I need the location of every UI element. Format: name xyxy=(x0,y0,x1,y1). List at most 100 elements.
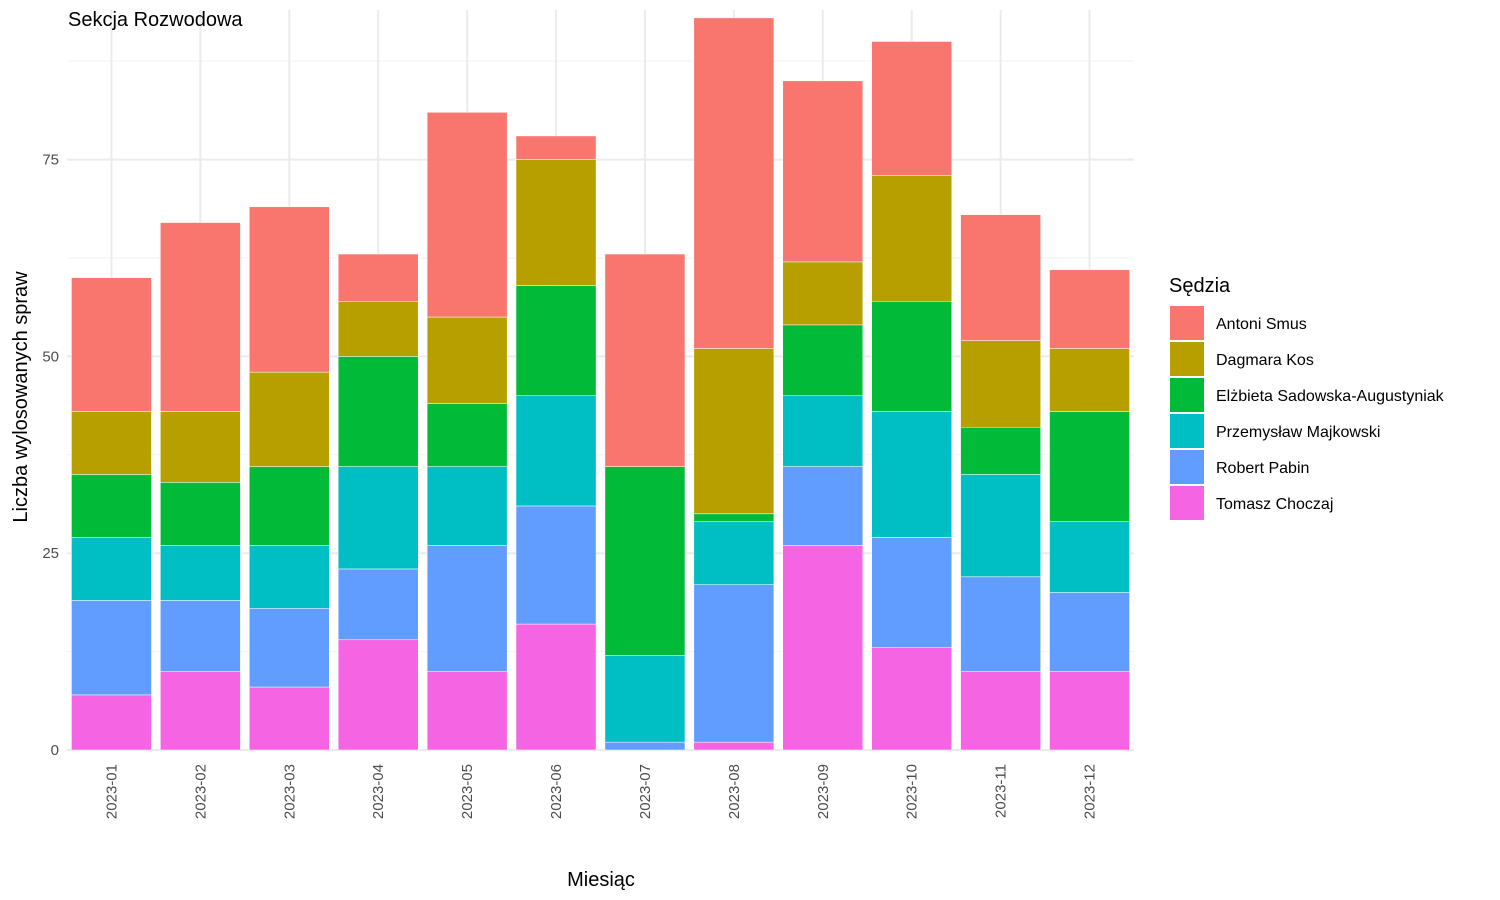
bar-segment xyxy=(337,301,419,357)
bar-segment xyxy=(426,545,508,672)
bar-segment xyxy=(960,474,1041,578)
legend-key xyxy=(1170,342,1204,376)
bar-segment xyxy=(1049,411,1130,522)
bar-segment xyxy=(515,135,597,160)
bar-segment xyxy=(337,253,419,302)
bar-segment xyxy=(1049,671,1130,751)
bar-segment xyxy=(160,600,241,672)
x-tick-label: 2023-11 xyxy=(993,764,1010,818)
bar-segment xyxy=(249,206,330,373)
y-tick-label: 50 xyxy=(42,348,59,365)
legend-label: Tomasz Choczaj xyxy=(1216,496,1333,513)
x-axis-title: Miesiąc xyxy=(567,869,635,891)
bar-segment xyxy=(782,466,864,546)
bar-segment xyxy=(960,671,1041,751)
bar-segment xyxy=(515,505,597,625)
bar-segment xyxy=(426,403,508,467)
bar-segment xyxy=(160,222,241,412)
legend-label: Antoni Smus xyxy=(1216,316,1307,333)
bar-segment xyxy=(960,426,1041,475)
bar-segment xyxy=(71,277,152,412)
legend-label: Robert Pabin xyxy=(1216,460,1309,477)
bar-segment xyxy=(71,537,152,601)
legend-key xyxy=(1170,414,1204,448)
chart-title: Sekcja Rozwodowa xyxy=(68,9,243,31)
x-tick-label: 2023-05 xyxy=(459,764,476,819)
bar-segment xyxy=(71,694,152,751)
bar-segment xyxy=(515,395,597,507)
bar-segment xyxy=(426,466,508,546)
bar-segment xyxy=(1049,592,1130,672)
bar-segment xyxy=(160,545,241,601)
x-tick-label: 2023-09 xyxy=(815,764,832,819)
bars xyxy=(71,17,1130,751)
bar-segment xyxy=(693,513,775,522)
bar-segment xyxy=(1049,348,1130,412)
bar-segment xyxy=(604,466,686,656)
bar-segment xyxy=(782,395,864,467)
bar-segment xyxy=(71,474,152,538)
x-tick-label: 2023-07 xyxy=(637,764,654,819)
y-tick-label: 0 xyxy=(51,742,59,759)
bar-segment xyxy=(426,112,508,318)
bar-segment xyxy=(693,521,775,585)
bar-segment xyxy=(871,175,952,302)
bar-segment xyxy=(249,686,330,751)
bar-segment xyxy=(782,545,864,751)
legend-key xyxy=(1170,486,1204,520)
bar-segment xyxy=(960,340,1041,428)
bar-segment xyxy=(693,17,775,349)
legend-title: Sędzia xyxy=(1169,275,1231,297)
y-axis-ticks: 0 25 50 75 xyxy=(42,152,59,759)
legend-label: Elżbieta Sadowska-Augustyniak xyxy=(1216,388,1445,405)
x-tick-label: 2023-06 xyxy=(548,764,565,819)
bar-segment xyxy=(71,411,152,475)
x-tick-label: 2023-12 xyxy=(1082,764,1099,819)
bar-segment xyxy=(337,568,419,641)
bar-segment xyxy=(960,214,1041,341)
bar-segment xyxy=(693,348,775,515)
bar-segment xyxy=(160,411,241,483)
x-tick-label: 2023-08 xyxy=(726,764,743,819)
legend: Sędzia Antoni Smus Dagmara Kos Elżbieta Sa… xyxy=(1169,275,1445,520)
bar-segment xyxy=(871,537,952,648)
bar-segment xyxy=(249,371,330,467)
x-tick-label: 2023-10 xyxy=(904,764,921,819)
bar-segment xyxy=(782,324,864,396)
bar-segment xyxy=(426,671,508,751)
x-tick-label: 2023-03 xyxy=(281,764,298,819)
x-axis-ticks: 2023-01 2023-02 2023-03 2023-04 2023-05 2023-… xyxy=(103,764,1098,819)
bar-segment xyxy=(693,741,775,751)
bar-segment xyxy=(1049,269,1130,349)
bar-segment xyxy=(249,466,330,546)
bar-segment xyxy=(604,741,686,751)
bar-segment xyxy=(782,80,864,263)
x-tick-label: 2023-04 xyxy=(370,764,387,819)
y-tick-label: 25 xyxy=(42,545,59,562)
bar-segment xyxy=(604,655,686,743)
y-axis-title: Liczba wylosowanych spraw xyxy=(10,271,32,523)
bar-segment xyxy=(871,41,952,176)
bar-segment xyxy=(871,647,952,751)
bar-segment xyxy=(337,466,419,570)
bar-segment xyxy=(160,671,241,751)
bar-segment xyxy=(337,356,419,467)
legend-key xyxy=(1170,378,1204,412)
bar-segment xyxy=(515,285,597,396)
x-tick-label: 2023-02 xyxy=(192,764,209,819)
bar-segment xyxy=(160,482,241,546)
bar-segment xyxy=(604,253,686,467)
y-tick-label: 75 xyxy=(42,152,59,169)
legend-key xyxy=(1170,306,1204,340)
bar-segment xyxy=(1049,521,1130,593)
bar-segment xyxy=(515,623,597,751)
bar-segment xyxy=(782,261,864,326)
bar-segment xyxy=(693,584,775,743)
bar-segment xyxy=(249,608,330,688)
bar-segment xyxy=(871,411,952,538)
bar-segment xyxy=(337,639,419,751)
bar-segment xyxy=(71,600,152,696)
bar-segment xyxy=(960,576,1041,672)
bar-segment xyxy=(871,301,952,412)
